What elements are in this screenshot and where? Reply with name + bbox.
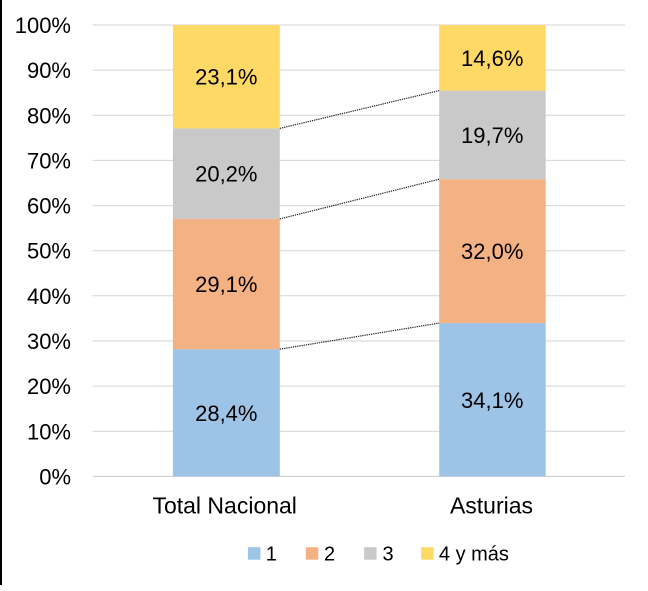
svg-text:Total Nacional: Total Nacional [152,493,296,519]
svg-text:Asturias: Asturias [450,493,533,519]
svg-text:28,4%: 28,4% [195,401,257,426]
svg-text:1: 1 [266,544,277,566]
svg-text:100%: 100% [15,13,71,38]
svg-text:32,0%: 32,0% [461,239,523,264]
svg-text:20%: 20% [27,374,71,399]
svg-text:14,6%: 14,6% [461,46,523,71]
svg-text:50%: 50% [27,239,71,264]
svg-text:20,2%: 20,2% [195,162,257,187]
svg-text:60%: 60% [27,194,71,219]
svg-text:70%: 70% [27,148,71,173]
svg-text:0%: 0% [39,464,71,489]
svg-text:19,7%: 19,7% [461,123,523,148]
svg-text:2: 2 [324,544,335,566]
svg-text:90%: 90% [27,58,71,83]
svg-text:4 y más: 4 y más [439,544,509,566]
svg-text:30%: 30% [27,329,71,354]
svg-text:29,1%: 29,1% [195,272,257,297]
svg-text:34,1%: 34,1% [461,388,523,413]
svg-text:40%: 40% [27,284,71,309]
svg-text:23,1%: 23,1% [195,65,257,90]
svg-text:10%: 10% [27,419,71,444]
svg-text:80%: 80% [27,103,71,128]
svg-text:3: 3 [383,544,394,566]
